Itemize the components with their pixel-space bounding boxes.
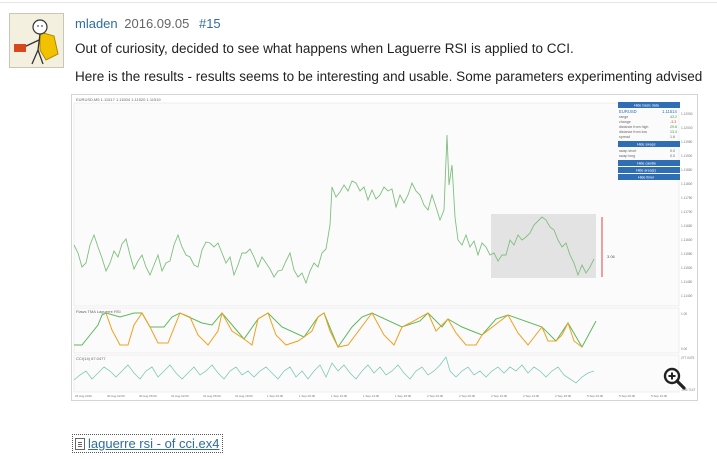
y-tick: 1.11650 — [681, 224, 693, 228]
x-tick: 2 Sep 18:00 — [555, 394, 572, 398]
y-tick: 1.12050 — [681, 112, 693, 116]
x-tick: 30 Aug 06:00 — [139, 394, 157, 398]
y-tick: 1.11550 — [681, 252, 693, 256]
attachment-link[interactable]: laguerre rsi - of cci.ex4 — [72, 434, 223, 453]
y-tick: 1.11500 — [681, 266, 693, 270]
panel-row-label: change — [619, 120, 631, 124]
panel-row-label: distance from low — [619, 130, 647, 134]
panel-swap-label: swap long — [619, 154, 635, 158]
y-tick: 1.11400 — [681, 294, 693, 298]
top-divider — [0, 2, 717, 3]
x-tick: 2 Sep 06:00 — [459, 394, 476, 398]
x-tick: 31 Aug 06:00 — [203, 394, 221, 398]
hide-timer-button[interactable] — [618, 174, 680, 180]
post-header: mladen 2016.09.05 #15 — [75, 16, 221, 31]
x-tick: 26 Aug 2016 — [75, 394, 92, 398]
rsi-series-down — [105, 311, 583, 348]
hide-candle-label: Hide candle — [637, 162, 656, 166]
hide-basic-button[interactable] — [618, 102, 680, 108]
panel-row-value: 43.2 — [670, 115, 677, 119]
username-link[interactable]: mladen — [75, 16, 118, 31]
info-panel: Hide basic data EURUSD 1.11514 range 43.… — [618, 102, 680, 180]
x-tick: 31 Aug 18:00 — [235, 394, 253, 398]
sub1-label: Flaws TMA Laguerre RSI — [76, 309, 121, 314]
hide-basic-label: Hide basic data — [634, 104, 659, 108]
hide-swaps-button[interactable] — [618, 141, 680, 147]
hide-candle-button[interactable] — [618, 160, 680, 166]
x-tick: 1 Sep 02:00 — [267, 394, 284, 398]
x-tick: 1 Sep 06:00 — [299, 394, 316, 398]
zoom-in-icon[interactable] — [661, 365, 687, 391]
y-tick: 1.11950 — [681, 140, 693, 144]
y-tick: 1.11900 — [681, 154, 693, 158]
post-text-line-1: Out of curiosity, decided to see what ha… — [75, 41, 574, 56]
y-tick: 1.11450 — [681, 280, 693, 284]
panel-swap-value: 0.0 — [670, 149, 675, 153]
y-tick: 1.00 — [681, 312, 687, 316]
x-tick: 1 Sep 18:00 — [395, 394, 412, 398]
avatar[interactable] — [9, 13, 64, 68]
x-tick: 2 Sep 14:00 — [523, 394, 540, 398]
y-tick: 1.11700 — [681, 210, 693, 214]
hide-area-label: Hide area(s) — [636, 169, 656, 173]
post-text-line-2: Here is the results - results seems to b… — [75, 69, 703, 84]
y-tick: 0.00 — [681, 347, 687, 351]
y-axis-main: 1.12050 1.12000 1.11950 1.11900 1.11850 … — [681, 112, 696, 392]
post-date: 2016.09.05 — [124, 16, 190, 31]
y-tick: 1.12000 — [681, 126, 693, 130]
sub2-label: CCI(14) 67.0477 — [76, 356, 106, 361]
post-number-link[interactable]: #15 — [198, 16, 221, 31]
attachment[interactable]: laguerre rsi - of cci.ex4 — [72, 434, 223, 453]
y-tick: 1.11750 — [681, 196, 693, 200]
y-tick: 277.0479 — [681, 356, 695, 360]
y-tick: -199.7147 — [681, 388, 696, 392]
hide-timer-label: Hide timer — [638, 176, 655, 180]
x-tick: 1 Sep 14:00 — [363, 394, 380, 398]
x-tick: 2 Sep 10:00 — [491, 394, 508, 398]
panel-row-label: spread — [619, 135, 630, 139]
x-tick: 31 Aug 02:00 — [171, 394, 189, 398]
panel-row-value: 13.4 — [670, 130, 677, 134]
x-tick: 30 Aug 02:00 — [107, 394, 125, 398]
x-tick: 5 Sep 06:00 — [619, 394, 636, 398]
y-tick: 1.11800 — [681, 182, 693, 186]
hide-area-button[interactable] — [618, 167, 680, 173]
file-icon — [75, 438, 85, 450]
panel-row-label: distance from high — [619, 125, 648, 129]
cci-series — [73, 356, 595, 384]
x-tick: 5 Sep 10:00 — [651, 394, 668, 398]
price-series — [73, 134, 595, 285]
box-label: 3.06 — [607, 254, 616, 259]
attachment-filename[interactable]: laguerre rsi - of cci.ex4 — [88, 436, 220, 451]
chart-title: EURUSD,M5 1.11517 1.11504 1.11520 1.1151… — [76, 97, 161, 102]
panel-row-value: 1.6 — [670, 135, 675, 139]
hide-swaps-label: Hide swaps — [637, 143, 656, 147]
x-tick: 5 Sep 02:00 — [587, 394, 604, 398]
panel-row-label: range — [619, 115, 628, 119]
x-axis: 26 Aug 2016 30 Aug 02:00 30 Aug 06:00 31… — [75, 394, 668, 398]
chart-svg: EURUSD,M5 1.11517 1.11504 1.11520 1.1151… — [72, 95, 697, 400]
panel-price: 1.11514 — [662, 109, 677, 114]
panel-row-value: -3.3 — [670, 120, 676, 124]
y-tick: 1.11850 — [681, 168, 693, 172]
panel-swap-label: swap short — [619, 149, 636, 153]
y-tick: 1.11600 — [681, 238, 693, 242]
chart-screenshot[interactable]: EURUSD,M5 1.11517 1.11504 1.11520 1.1151… — [71, 94, 698, 401]
x-tick: 2 Sep 02:00 — [427, 394, 444, 398]
panel-row-value: 29.8 — [670, 125, 677, 129]
panel-swap-value: 0.0 — [670, 154, 675, 158]
x-tick: 1 Sep 10:00 — [331, 394, 348, 398]
panel-symbol: EURUSD — [619, 109, 637, 114]
